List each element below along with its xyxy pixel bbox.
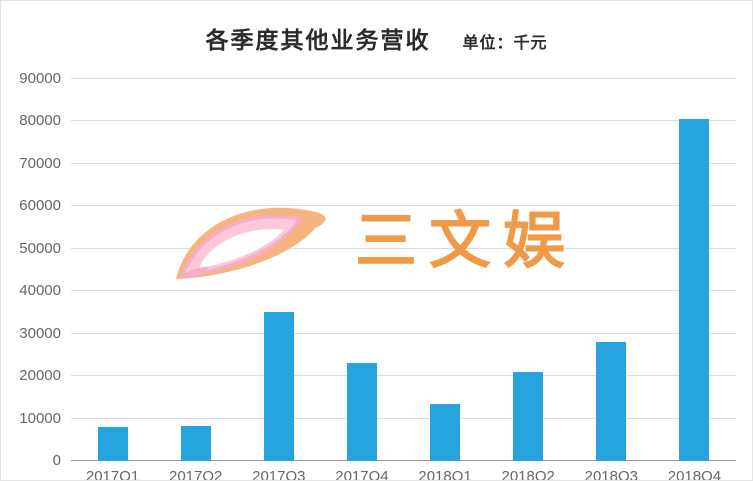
bars-layer [71, 79, 736, 461]
bar-2017Q3 [263, 312, 294, 461]
y-tick-label: 30000 [19, 324, 61, 342]
bar-slot [237, 79, 320, 461]
unit-label: 单位：千元 [462, 35, 548, 52]
y-tick-label: 60000 [19, 197, 61, 215]
bar-slot [487, 79, 570, 461]
x-tick-label: 2018Q4 [667, 468, 722, 481]
y-tick-label: 80000 [19, 112, 61, 130]
bar-slot [154, 79, 237, 461]
chart-title: 各季度其他业务营收 [205, 27, 431, 53]
gridline [71, 120, 736, 122]
bar-slot [404, 79, 487, 461]
gridline [71, 332, 736, 334]
bar-slot [570, 79, 653, 461]
y-tick-label: 20000 [19, 367, 61, 385]
x-tick-label: 2018Q3 [584, 468, 638, 481]
gridline [71, 78, 736, 79]
x-tick-label: 2018Q2 [501, 468, 555, 481]
bar-2018Q1 [430, 403, 461, 461]
bar-2018Q2 [513, 371, 544, 461]
y-tick-label: 50000 [19, 239, 61, 257]
bar-slot [320, 79, 403, 461]
bar-2017Q1 [97, 427, 128, 461]
x-axis-line [71, 460, 736, 461]
gridline [71, 290, 736, 292]
gridline [71, 417, 736, 419]
x-tick-label: 2017Q1 [85, 468, 140, 481]
x-tick-label: 2018Q1 [418, 468, 472, 481]
gridline [71, 205, 736, 207]
bar-2017Q4 [346, 363, 377, 461]
bar-2017Q2 [180, 425, 211, 461]
bar-2018Q4 [679, 119, 710, 461]
x-tick-label: 2017Q3 [252, 468, 306, 481]
y-tick-label: 70000 [19, 154, 61, 172]
plot-area: 0 10000 20000 30000 40000 50000 60000 70000 8000… [19, 71, 736, 469]
bar-slot [653, 79, 736, 461]
x-axis: 2017Q1 2017Q2 2017Q3 2017Q4 2018Q1 2018Q2 2018… [71, 461, 736, 481]
y-tick-label: 0 [52, 452, 61, 469]
y-tick-label: 10000 [19, 409, 61, 427]
x-tick-label: 2017Q4 [335, 468, 389, 481]
y-tick-label: 40000 [19, 282, 61, 300]
bar-slot [71, 79, 154, 461]
bar-2018Q3 [596, 342, 627, 461]
gridline [71, 247, 736, 249]
gridline [71, 162, 736, 164]
gridline [71, 375, 736, 377]
y-tick-label: 90000 [19, 70, 61, 87]
x-tick-label: 2017Q2 [168, 468, 223, 481]
chart-header: 各季度其他业务营收 单位：千元 [1, 1, 752, 55]
